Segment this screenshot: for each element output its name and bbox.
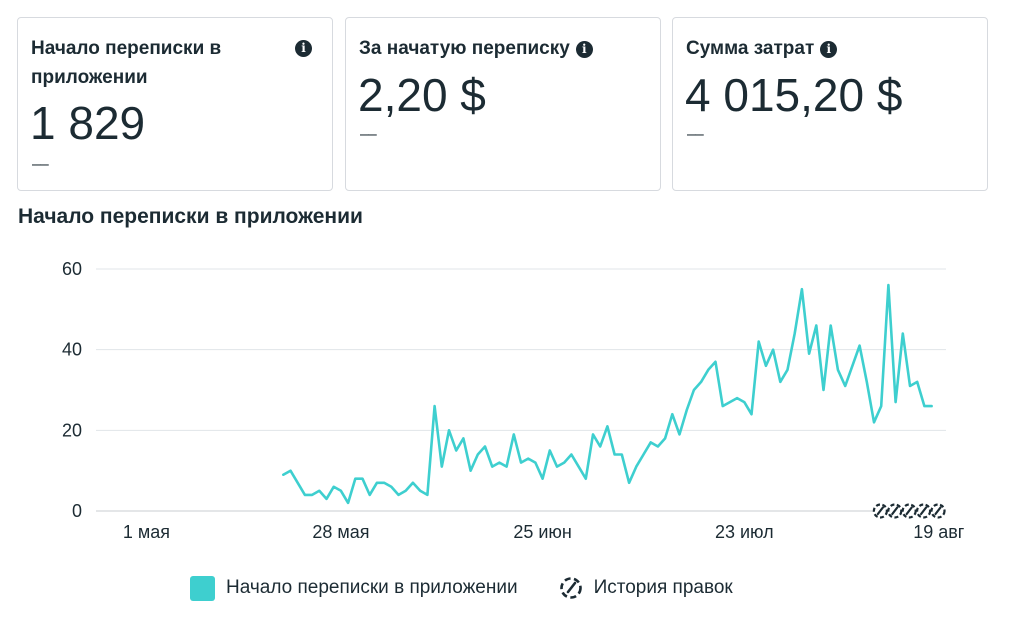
legend-swatch[interactable] (190, 575, 215, 601)
metric-label: Сумма затрат (686, 38, 815, 59)
metric-value: 1 829 (30, 97, 146, 149)
metric-delta: –– (360, 126, 377, 143)
edit-history-marker[interactable] (887, 503, 903, 519)
edit-history-marker[interactable] (930, 503, 946, 519)
edit-history-marker[interactable] (901, 503, 917, 519)
edit-history-icon[interactable] (558, 575, 584, 601)
x-tick-label: 19 авг (913, 522, 965, 542)
edit-history-marker[interactable] (915, 503, 932, 519)
metric-cards: Начало переписки в приложении i 1 829 ––… (17, 17, 989, 191)
series-line (281, 283, 933, 505)
metric-label: Начало переписки в приложении (31, 38, 222, 88)
line-chart: 0 20 40 60 1 мая 28 мая 25 июн 23 июл 19 авг (62, 259, 965, 542)
info-icon[interactable]: i (575, 41, 593, 58)
x-tick-label: 25 июн (513, 522, 572, 542)
metric-value: 4 015,20 $ (685, 69, 903, 121)
info-icon[interactable]: i (295, 40, 312, 57)
legend-history-label[interactable]: История правок (593, 577, 733, 598)
info-icon[interactable]: i (820, 41, 838, 58)
y-tick-label: 40 (62, 340, 82, 360)
metric-value: 2,20 $ (358, 69, 486, 121)
metric-card-total-spend[interactable]: Сумма затрат i 4 015,20 $ –– (672, 17, 988, 191)
y-tick-label: 20 (62, 420, 82, 440)
chart-title: Начало переписки в приложении (18, 205, 363, 228)
metric-delta: –– (687, 126, 704, 143)
y-tick-label: 60 (62, 259, 82, 279)
metric-card-header: Сумма затрат i (686, 34, 977, 63)
metric-label: За начатую переписку (359, 38, 570, 59)
metric-card-header: За начатую переписку i (359, 34, 650, 63)
metric-card-cost-per-conversation[interactable]: За начатую переписку i 2,20 $ –– (345, 17, 661, 191)
x-tick-label: 1 мая (123, 522, 170, 542)
metric-card-header: Начало переписки в приложении i (31, 34, 322, 92)
metric-delta: –– (32, 156, 49, 173)
metric-card-conversations[interactable]: Начало переписки в приложении i 1 829 –– (17, 17, 333, 191)
y-tick-label: 0 (72, 501, 82, 521)
edit-history-marker[interactable] (872, 503, 888, 519)
x-tick-label: 28 мая (312, 522, 369, 542)
chart-legend: Начало переписки в приложении История пр… (190, 574, 733, 602)
legend-series-label[interactable]: Начало переписки в приложении (226, 577, 518, 598)
x-tick-label: 23 июл (715, 522, 774, 542)
